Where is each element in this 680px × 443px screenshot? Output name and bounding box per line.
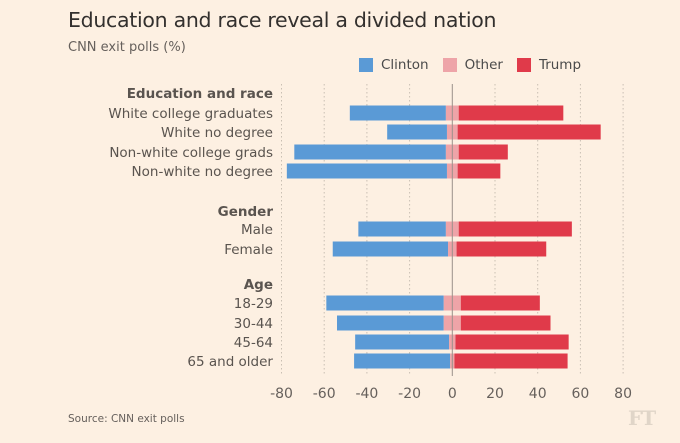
legend-swatch-other xyxy=(442,58,457,72)
bar-trump xyxy=(457,163,501,179)
legend-label-other: Other xyxy=(464,57,503,73)
bar-trump xyxy=(458,144,508,160)
category-label: Female xyxy=(224,242,273,258)
bar-clinton xyxy=(294,144,446,160)
bar-clinton xyxy=(332,241,449,257)
legend: Clinton Other Trump xyxy=(359,57,595,73)
bar-trump xyxy=(460,295,540,311)
x-tick-label: 60 xyxy=(571,386,589,402)
bar-trump xyxy=(458,105,564,121)
source-note: Source: CNN exit polls xyxy=(68,413,185,425)
bar-clinton xyxy=(354,353,451,369)
category-label: Non-white college grads xyxy=(109,145,273,161)
bar-trump xyxy=(456,241,547,257)
group-header: Education and race xyxy=(127,86,273,102)
ft-logo: FT xyxy=(628,406,656,430)
chart-subtitle: CNN exit polls (%) xyxy=(68,40,186,55)
bar-trump xyxy=(458,221,572,237)
category-label: 18-29 xyxy=(234,296,273,312)
x-tick-label: -40 xyxy=(355,386,378,402)
legend-swatch-trump xyxy=(516,58,531,72)
category-label: 65 and older xyxy=(187,354,273,370)
bar-clinton xyxy=(355,334,450,350)
legend-item-clinton: Clinton xyxy=(359,57,429,73)
bar-clinton xyxy=(358,221,446,237)
legend-item-trump: Trump xyxy=(516,57,582,73)
category-label: White college graduates xyxy=(108,106,273,122)
group-header: Gender xyxy=(218,204,274,220)
bar-trump xyxy=(455,334,569,350)
x-tick-label: 0 xyxy=(448,386,457,402)
bar-trump xyxy=(457,124,601,140)
bar-trump xyxy=(454,353,568,369)
bar-clinton xyxy=(349,105,446,121)
category-label: White no degree xyxy=(161,125,273,141)
chart-title: Education and race reveal a divided nati… xyxy=(68,8,497,32)
x-tick-label: 40 xyxy=(529,386,547,402)
bar-clinton xyxy=(326,295,444,311)
category-label: 30-44 xyxy=(234,316,273,332)
bar-clinton xyxy=(387,124,447,140)
x-tick-label: -60 xyxy=(313,386,336,402)
legend-label-trump: Trump xyxy=(538,57,582,73)
category-label: 45-64 xyxy=(234,335,273,351)
group-header: Age xyxy=(244,277,273,293)
legend-item-other: Other xyxy=(442,57,503,73)
x-tick-label: -20 xyxy=(398,386,421,402)
bar-clinton xyxy=(286,163,447,179)
x-tick-label: 20 xyxy=(486,386,504,402)
legend-swatch-clinton xyxy=(359,58,373,72)
x-tick-label: -80 xyxy=(270,386,293,402)
x-tick-label: 80 xyxy=(614,386,632,402)
category-label: Male xyxy=(241,222,273,238)
legend-label-clinton: Clinton xyxy=(381,57,429,73)
category-label: Non-white no degree xyxy=(132,164,273,180)
bar-trump xyxy=(460,315,551,331)
bar-clinton xyxy=(337,315,444,331)
